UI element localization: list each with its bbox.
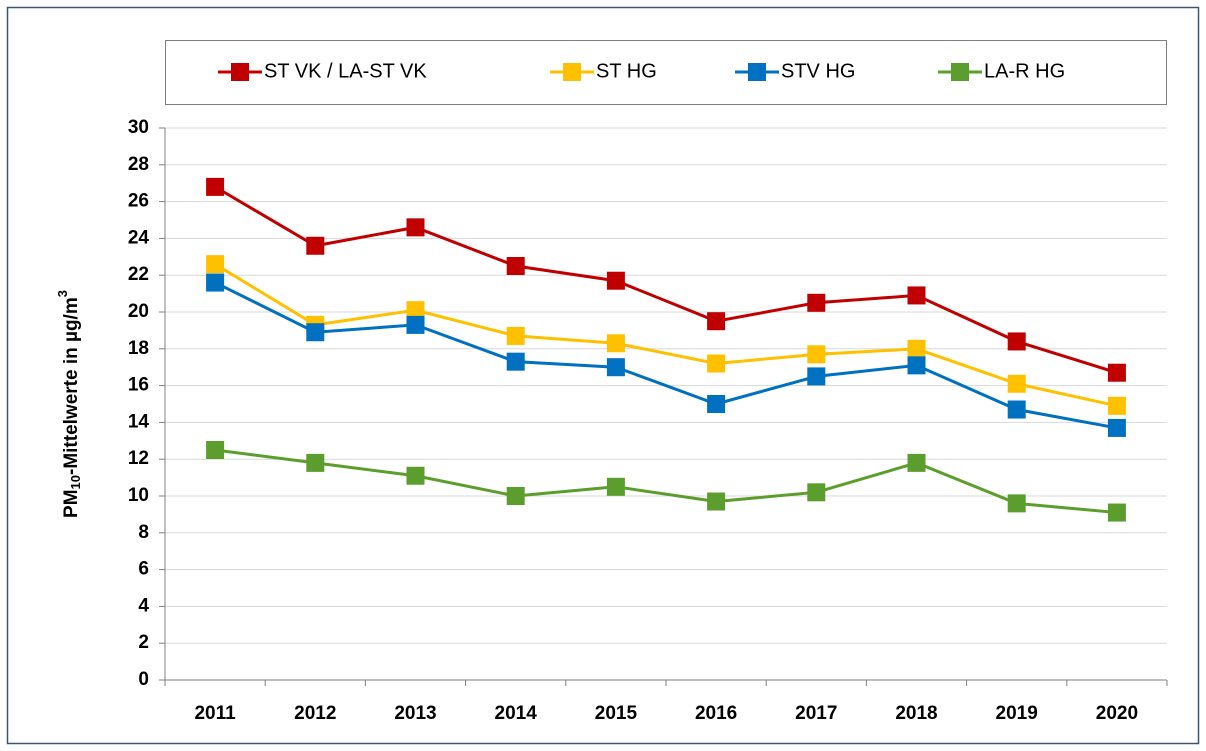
data-marker bbox=[406, 301, 425, 320]
y-label-sub: 10 bbox=[68, 475, 83, 489]
x-tick-label: 2014 bbox=[495, 703, 538, 724]
data-marker bbox=[506, 257, 525, 275]
y-tick-label: 14 bbox=[128, 411, 150, 432]
series-line bbox=[214, 262, 1118, 408]
data-marker bbox=[1107, 363, 1126, 382]
data-marker bbox=[1107, 418, 1126, 437]
data-marker bbox=[907, 286, 926, 305]
y-tick-label: 2 bbox=[138, 632, 149, 653]
data-marker bbox=[606, 334, 625, 353]
legend-box bbox=[165, 40, 1167, 105]
y-tick-label: 0 bbox=[138, 669, 149, 690]
data-marker bbox=[1007, 374, 1026, 393]
data-marker bbox=[707, 354, 726, 373]
y-label-part: PM bbox=[61, 489, 82, 518]
data-marker bbox=[206, 177, 225, 196]
series-line bbox=[214, 448, 1118, 515]
series-line bbox=[214, 185, 1118, 375]
data-marker bbox=[506, 352, 525, 371]
chart-border bbox=[6, 6, 1200, 745]
y-tick-label: 8 bbox=[138, 522, 149, 543]
legend-marker bbox=[951, 63, 969, 81]
data-marker bbox=[707, 492, 726, 511]
y-axis-label: PM10-Mittelwerte in µg/m3 bbox=[55, 290, 83, 518]
y-tick-label: 24 bbox=[128, 227, 150, 248]
y-tick-label: 4 bbox=[138, 595, 149, 616]
data-marker bbox=[606, 358, 625, 377]
data-marker bbox=[406, 315, 425, 334]
x-tick-label: 2018 bbox=[895, 703, 937, 724]
data-marker bbox=[306, 323, 325, 342]
y-tick-label: 6 bbox=[138, 559, 149, 580]
legend-label: ST HG bbox=[596, 60, 657, 82]
data-marker bbox=[406, 218, 425, 237]
y-tick-label: 22 bbox=[128, 264, 149, 285]
data-marker bbox=[506, 326, 525, 345]
y-tick-label: 10 bbox=[128, 485, 149, 506]
data-marker bbox=[206, 273, 225, 292]
data-marker bbox=[606, 477, 625, 496]
data-marker bbox=[807, 293, 826, 312]
y-tick-label: 26 bbox=[128, 191, 149, 212]
x-tick-label: 2017 bbox=[795, 703, 837, 724]
data-marker bbox=[907, 339, 926, 358]
legend-label: ST VK / LA-ST VK bbox=[264, 60, 427, 82]
x-tick-label: 2016 bbox=[695, 703, 737, 724]
y-label-sup: 3 bbox=[55, 290, 70, 297]
y-tick-label: 12 bbox=[128, 448, 149, 469]
data-marker bbox=[907, 356, 926, 375]
y-tick-label: 20 bbox=[128, 301, 149, 322]
legend-label: LA-R HG bbox=[984, 60, 1065, 82]
data-marker bbox=[707, 395, 726, 413]
data-marker bbox=[807, 367, 826, 386]
x-tick-label: 2019 bbox=[996, 703, 1038, 724]
x-tick-label: 2012 bbox=[294, 703, 336, 724]
data-marker bbox=[306, 453, 325, 472]
legend-marker bbox=[231, 63, 249, 81]
data-marker bbox=[506, 487, 525, 505]
x-tick-label: 2020 bbox=[1096, 703, 1138, 724]
data-marker bbox=[306, 236, 325, 255]
data-marker bbox=[1007, 332, 1026, 351]
y-label-part: -Mittelwerte in µg/m bbox=[61, 297, 82, 475]
data-marker bbox=[907, 453, 926, 472]
legend-label: STV HG bbox=[781, 60, 855, 82]
y-tick-label: 18 bbox=[128, 338, 149, 359]
series-line bbox=[214, 281, 1118, 430]
data-marker bbox=[206, 255, 225, 274]
data-marker bbox=[807, 345, 826, 364]
y-tick-label: 30 bbox=[128, 117, 149, 138]
legend-marker bbox=[563, 63, 581, 81]
data-marker bbox=[606, 271, 625, 290]
data-marker bbox=[406, 466, 425, 485]
x-tick-label: 2015 bbox=[595, 703, 638, 724]
x-tick-label: 2011 bbox=[194, 703, 236, 724]
data-marker bbox=[1107, 396, 1126, 415]
y-tick-label: 28 bbox=[128, 154, 149, 175]
data-marker bbox=[707, 312, 726, 331]
y-tick-label: 16 bbox=[128, 375, 149, 396]
legend-marker bbox=[748, 63, 766, 81]
x-tick-label: 2013 bbox=[394, 703, 436, 724]
data-marker bbox=[1007, 400, 1026, 419]
data-marker bbox=[1007, 494, 1026, 513]
data-marker bbox=[206, 441, 225, 459]
data-marker bbox=[807, 483, 826, 502]
data-marker bbox=[1107, 503, 1126, 522]
